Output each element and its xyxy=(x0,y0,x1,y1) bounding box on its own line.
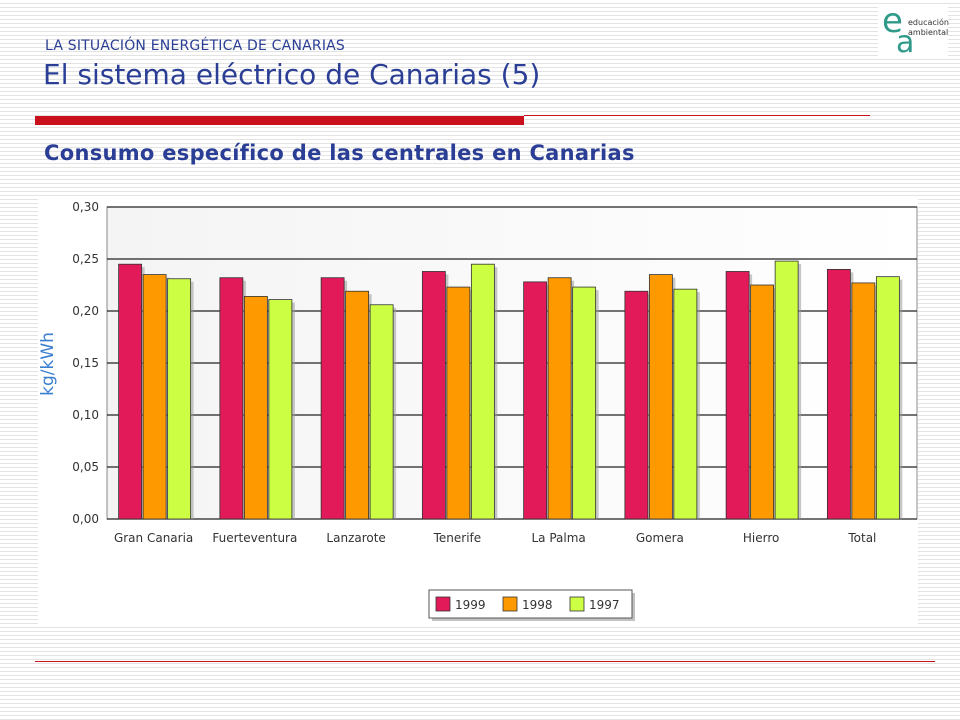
bar xyxy=(851,282,876,520)
bar xyxy=(826,269,851,520)
bar xyxy=(648,274,673,520)
bar xyxy=(167,278,192,520)
bar xyxy=(750,284,775,520)
logo-text-line2: ambiental xyxy=(908,28,949,37)
bar xyxy=(421,271,446,520)
y-tick-label: 0,00 xyxy=(72,512,99,526)
x-tick-label: Gomera xyxy=(636,531,684,545)
legend-label: 1997 xyxy=(589,598,620,612)
bar xyxy=(268,299,293,520)
bar xyxy=(572,286,597,520)
legend-swatch xyxy=(569,596,585,612)
y-tick-label: 0,20 xyxy=(72,304,99,318)
x-tick-label: Tenerife xyxy=(433,531,482,545)
y-tick-label: 0,15 xyxy=(72,356,99,370)
legend: 1999 1998 1997 xyxy=(428,589,635,621)
legend-label: 1999 xyxy=(455,598,486,612)
bar xyxy=(118,263,143,520)
title-underline-line xyxy=(524,115,870,116)
bar xyxy=(219,277,244,520)
y-tick-label: 0,10 xyxy=(72,408,99,422)
legend-swatch xyxy=(435,596,451,612)
bar-chart: 0,00 0,05 0,10 0,15 0,20 0,25 0,30 Gran Canari… xyxy=(38,200,918,621)
y-axis-label: kg/kWh xyxy=(38,332,58,396)
bar xyxy=(446,286,471,520)
x-tick-labels: Gran Canaria Fuerteventura Lanzarote Teneri… xyxy=(114,531,876,545)
title-underline-bar xyxy=(35,116,524,125)
bar xyxy=(369,304,394,520)
bar xyxy=(320,277,345,520)
legend-box xyxy=(428,589,633,619)
legend-label: 1998 xyxy=(522,598,553,612)
x-tick-label: Hierro xyxy=(743,531,779,545)
bar xyxy=(243,296,268,520)
x-tick-label: Fuerteventura xyxy=(212,531,297,545)
y-tick-label: 0,30 xyxy=(72,200,99,214)
bar xyxy=(875,276,900,520)
page-title: El sistema eléctrico de Canarias (5) xyxy=(43,58,541,91)
section-kicker: LA SITUACIÓN ENERGÉTICA DE CANARIAS xyxy=(45,38,346,54)
logo-letter-a: a xyxy=(896,25,915,60)
y-tick-label: 0,25 xyxy=(72,252,99,266)
x-tick-label: Total xyxy=(847,531,876,545)
chart-panel: 0,00 0,05 0,10 0,15 0,20 0,25 0,30 Gran Canari… xyxy=(38,196,918,626)
bar xyxy=(142,274,167,520)
x-tick-label: La Palma xyxy=(531,531,585,545)
y-tick-label: 0,05 xyxy=(72,460,99,474)
bar xyxy=(470,263,495,520)
bar xyxy=(547,277,572,520)
footer-line xyxy=(35,661,935,662)
bar xyxy=(725,271,750,520)
logo-letter-e: e xyxy=(882,1,903,41)
educacion-ambiental-logo: e a educación ambiental xyxy=(878,1,949,60)
bars xyxy=(118,260,903,520)
legend-swatch xyxy=(502,596,518,612)
bar xyxy=(523,281,548,520)
x-tick-label: Gran Canaria xyxy=(114,531,193,545)
chart-subtitle: Consumo específico de las centrales en C… xyxy=(44,141,635,165)
bar xyxy=(673,288,698,520)
bar xyxy=(345,290,370,520)
logo-text-line1: educación xyxy=(908,18,949,27)
y-tick-labels: 0,00 0,05 0,10 0,15 0,20 0,25 0,30 xyxy=(72,200,99,526)
x-tick-label: Lanzarote xyxy=(326,531,385,545)
bar xyxy=(624,290,649,520)
bar xyxy=(774,260,799,520)
